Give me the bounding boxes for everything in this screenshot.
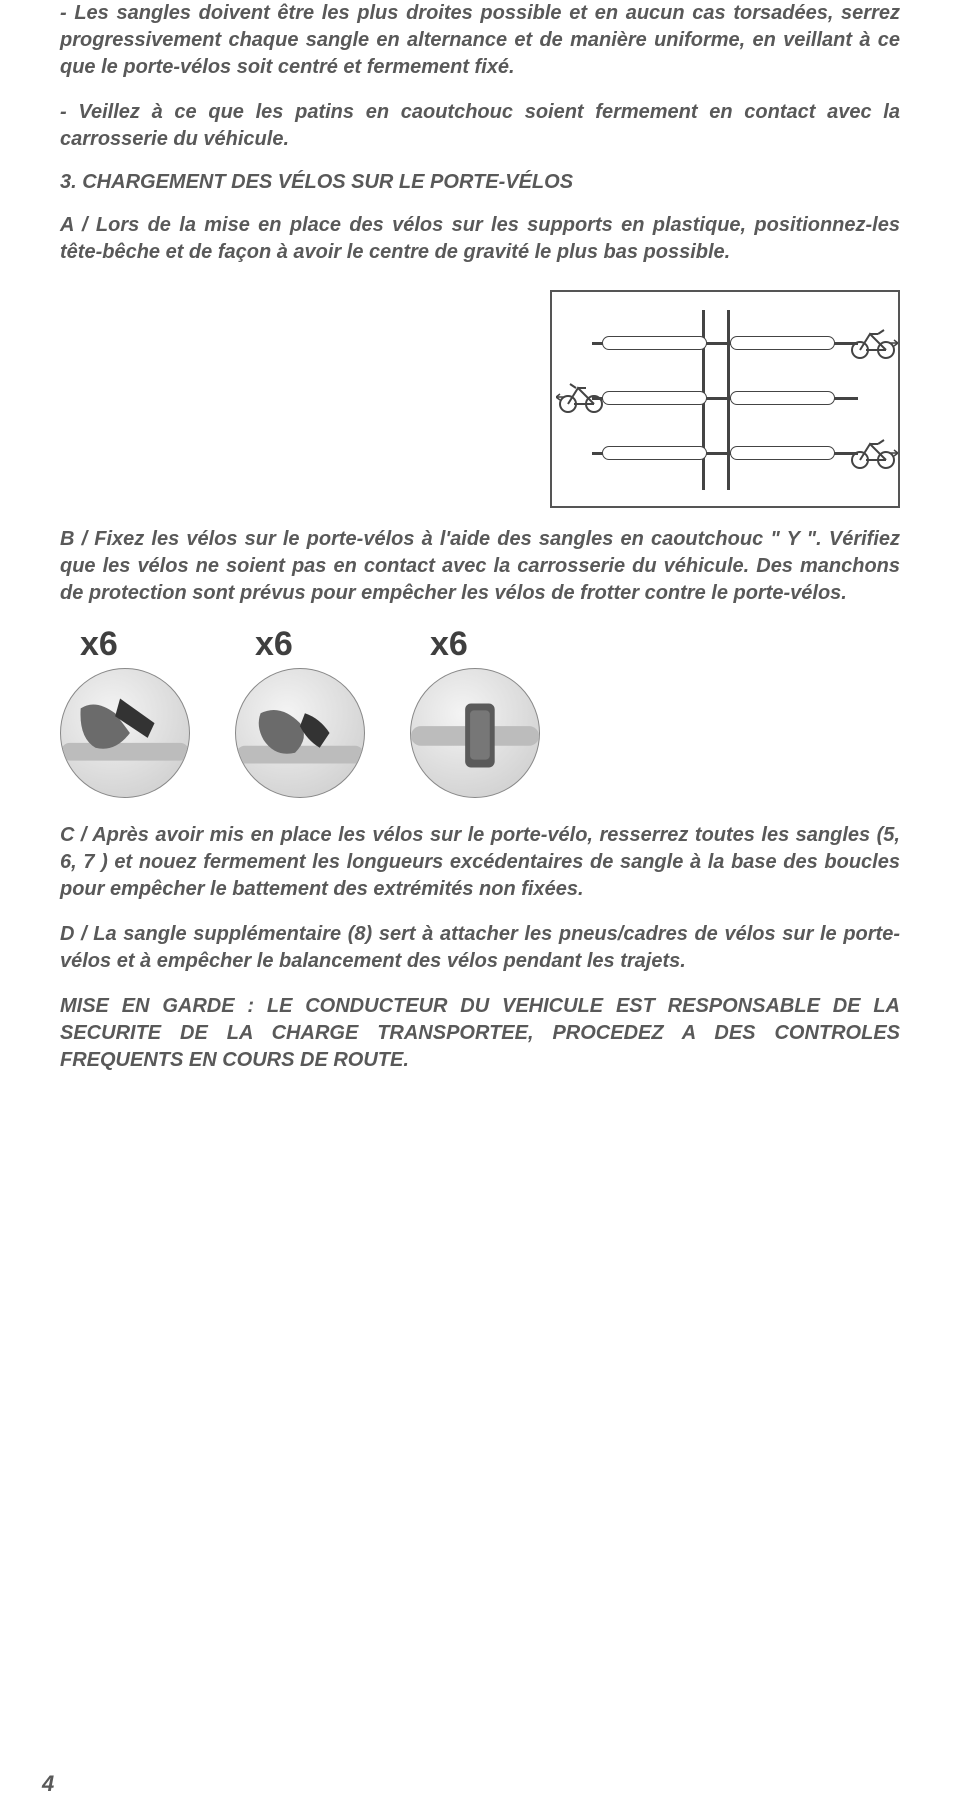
strap-step-icon	[235, 668, 365, 798]
strap-step-icon	[60, 668, 190, 798]
paragraph-a: A / Lors de la mise en place des vélos s…	[60, 212, 900, 266]
paragraph-patins: - Veillez à ce que les patins en caoutch…	[60, 99, 900, 153]
heading-section-3: 3. CHARGEMENT DES VÉLOS SUR LE PORTE-VÉL…	[60, 171, 900, 194]
x6-item-3: x6	[410, 625, 540, 798]
x6-item-2: x6	[235, 625, 365, 798]
paragraph-warning: MISE EN GARDE : LE CONDUCTEUR DU VEHICUL…	[60, 993, 900, 1074]
paragraph-straps: - Les sangles doivent être les plus droi…	[60, 0, 900, 81]
paragraph-b: B / Fixez les vélos sur le porte-vélos à…	[60, 526, 900, 607]
strap-step-icon	[410, 668, 540, 798]
x6-illustration-row: x6 x6 x6	[60, 625, 900, 798]
x6-label: x6	[255, 625, 293, 664]
paragraph-d: D / La sangle supplémentaire (8) sert à …	[60, 921, 900, 975]
bike-rack-diagram	[550, 290, 900, 508]
paragraph-c: C / Après avoir mis en place les vélos s…	[60, 822, 900, 903]
x6-label: x6	[80, 625, 118, 664]
bike-icon	[556, 380, 606, 414]
bike-icon	[848, 436, 898, 470]
x6-label: x6	[430, 625, 468, 664]
x6-item-1: x6	[60, 625, 190, 798]
bike-icon	[848, 326, 898, 360]
page-number: 4	[42, 1771, 54, 1797]
